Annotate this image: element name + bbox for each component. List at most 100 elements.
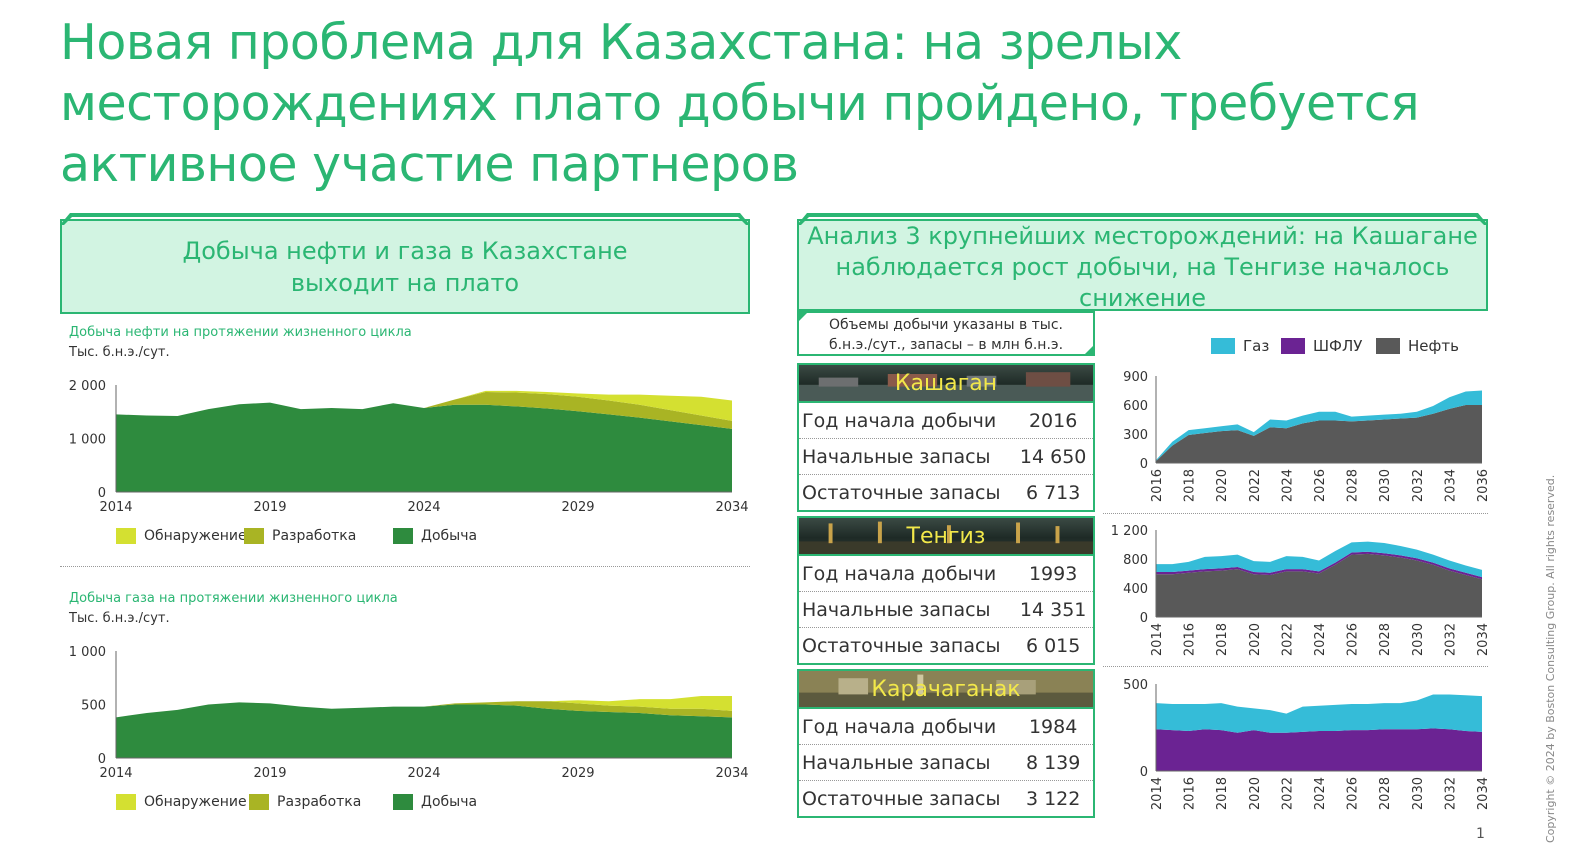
area-series-Добыча [116, 702, 732, 758]
swatch-discovery [116, 794, 136, 810]
x-tick-label: 2016 [1150, 469, 1165, 502]
y-tick-label: 0 [1140, 611, 1148, 626]
field-karachaganak-table: Год начала добычи 1984 Начальные запасы 8 … [797, 709, 1095, 818]
x-tick-label: 2019 [253, 766, 286, 781]
field-kashagan-table: Год начала добычи 2016 Начальные запасы 14… [797, 403, 1095, 512]
field-photo-icon [799, 671, 1093, 707]
legend-label: Разработка [277, 794, 362, 810]
right-header-line2: наблюдается рост добычи, на Тенгизе нача… [835, 253, 1450, 281]
x-tick-label: 2018 [1215, 777, 1230, 810]
x-tick-label: 2029 [561, 766, 594, 781]
x-tick-label: 2024 [1280, 469, 1295, 502]
row-value: 6 713 [1025, 481, 1081, 504]
row-label: Год начала добычи [802, 409, 997, 432]
kashagan-chart: 0 300 600 900 2016 2018 2020 2022 2024 2026 2028 20… [1123, 370, 1491, 502]
x-tick-label: 2016 [1183, 777, 1198, 810]
field-photo-icon [799, 521, 1093, 554]
x-tick-label: 2028 [1378, 623, 1393, 656]
y-tick-label: 1 200 [1111, 524, 1148, 539]
x-tick-label: 2029 [561, 500, 594, 515]
table-row: Начальные запасы 14 351 [799, 592, 1093, 628]
y-tick-label: 500 [81, 699, 106, 714]
row-value: 6 015 [1025, 634, 1081, 657]
x-tick-label: 2020 [1248, 777, 1263, 810]
note-line2: б.н.э./сут., запасы – в млн б.н.э. [828, 337, 1064, 353]
row-value: 14 650 [1019, 445, 1087, 468]
row-label: Год начала добычи [802, 715, 997, 738]
table-row: Год начала добычи 1984 [799, 709, 1093, 745]
note-corner-bottom [1083, 344, 1095, 356]
x-tick-label: 2028 [1378, 777, 1393, 810]
oil-chart-unit: Тыс. б.н.э./сут. [69, 345, 170, 360]
swatch-oil [1376, 338, 1400, 354]
area-series-Газ [1156, 541, 1482, 578]
x-tick-label: 2018 [1215, 623, 1230, 656]
field-photo-icon [799, 372, 1093, 401]
header-corner-decoration-right [797, 213, 1488, 225]
field-name: Карачаганак [871, 677, 1021, 702]
area-series-Добыча [116, 402, 732, 492]
x-tick-label: 2032 [1411, 469, 1426, 502]
y-tick-label: 1 000 [69, 645, 106, 660]
y-tick-label: 1 000 [69, 433, 106, 448]
units-note: Объемы добычи указаны в тыс. б.н.э./сут.… [797, 311, 1095, 356]
table-row: Остаточные запасы 6 713 [799, 475, 1093, 510]
legend-label: Добыча [421, 794, 478, 810]
swatch-production [393, 528, 413, 544]
x-tick-label: 2014 [1150, 623, 1165, 656]
right-divider-1 [1103, 513, 1488, 514]
gas-chart-unit: Тыс. б.н.э./сут. [69, 611, 170, 626]
x-tick-label: 2014 [1150, 777, 1165, 810]
legend-label: Обнаружение [144, 794, 247, 810]
page-title: Новая проблема для Казахстана: на зрелых… [60, 14, 1420, 193]
copyright-notice: Copyright © 2024 by Boston Consulting Gr… [1544, 474, 1557, 843]
y-tick-label: 0 [98, 752, 106, 767]
gas-chart-subtitle: Добыча газа на протяжении жизненного цик… [69, 591, 398, 606]
y-tick-label: 600 [1123, 399, 1148, 414]
x-tick-label: 2019 [253, 500, 286, 515]
x-tick-label: 2020 [1248, 623, 1263, 656]
oil-chart-subtitle: Добыча нефти на протяжении жизненного ци… [69, 325, 412, 340]
x-tick-label: 2030 [1411, 623, 1426, 656]
field-tengiz-table: Год начала добычи 1993 Начальные запасы 14… [797, 556, 1095, 665]
right-divider-2 [1103, 666, 1488, 667]
y-tick-label: 0 [1140, 765, 1148, 780]
x-tick-label: 2032 [1443, 777, 1458, 810]
x-tick-label: 2022 [1248, 469, 1263, 502]
field-karachaganak-header: Карачаганак [797, 669, 1095, 709]
row-label: Начальные запасы [802, 445, 991, 468]
field-name: Кашаган [894, 371, 998, 396]
y-tick-label: 500 [1123, 678, 1148, 693]
x-tick-label: 2030 [1378, 469, 1393, 502]
row-value: 1993 [1028, 562, 1078, 585]
left-header-line2: выходит на плато [290, 269, 520, 297]
left-header-line1: Добыча нефти и газа в Казахстане [182, 237, 628, 265]
row-value: 14 351 [1019, 598, 1087, 621]
note-corner-top [797, 311, 809, 323]
gas-legend-production: Добыча [393, 794, 477, 810]
x-tick-label: 2036 [1476, 469, 1491, 502]
x-tick-label: 2016 [1183, 623, 1198, 656]
y-tick-label: 800 [1123, 553, 1148, 568]
x-tick-label: 2030 [1411, 777, 1426, 810]
oil-legend-production: Добыча [393, 528, 477, 544]
row-value: 1984 [1028, 715, 1078, 738]
area-series-Газ [1156, 390, 1482, 462]
legend-label: Нефть [1408, 337, 1459, 355]
gas-production-chart: 0 500 1 000 2014 2019 2024 2029 2034 [69, 645, 749, 781]
left-divider [60, 566, 750, 567]
area-series-Газ [1156, 694, 1482, 733]
right-section-header: Анализ 3 крупнейших месторождений: на Ка… [797, 213, 1488, 312]
field-kashagan: Кашаган Год начала добычи 2016 Начальные … [797, 363, 1095, 512]
table-row: Начальные запасы 14 650 [799, 439, 1093, 475]
legend-label: Газ [1243, 337, 1270, 355]
oil-legend-development: Разработка [244, 528, 356, 544]
row-label: Остаточные запасы [802, 634, 1001, 657]
field-kashagan-header: Кашаган [797, 363, 1095, 403]
y-tick-label: 0 [98, 486, 106, 501]
right-header-line1: Анализ 3 крупнейших месторождений: на Ка… [807, 222, 1478, 250]
x-tick-label: 2026 [1346, 623, 1361, 656]
area-series-Разработка [116, 701, 732, 718]
x-tick-label: 2024 [1313, 777, 1328, 810]
legend-label: Обнаружение [144, 528, 247, 544]
